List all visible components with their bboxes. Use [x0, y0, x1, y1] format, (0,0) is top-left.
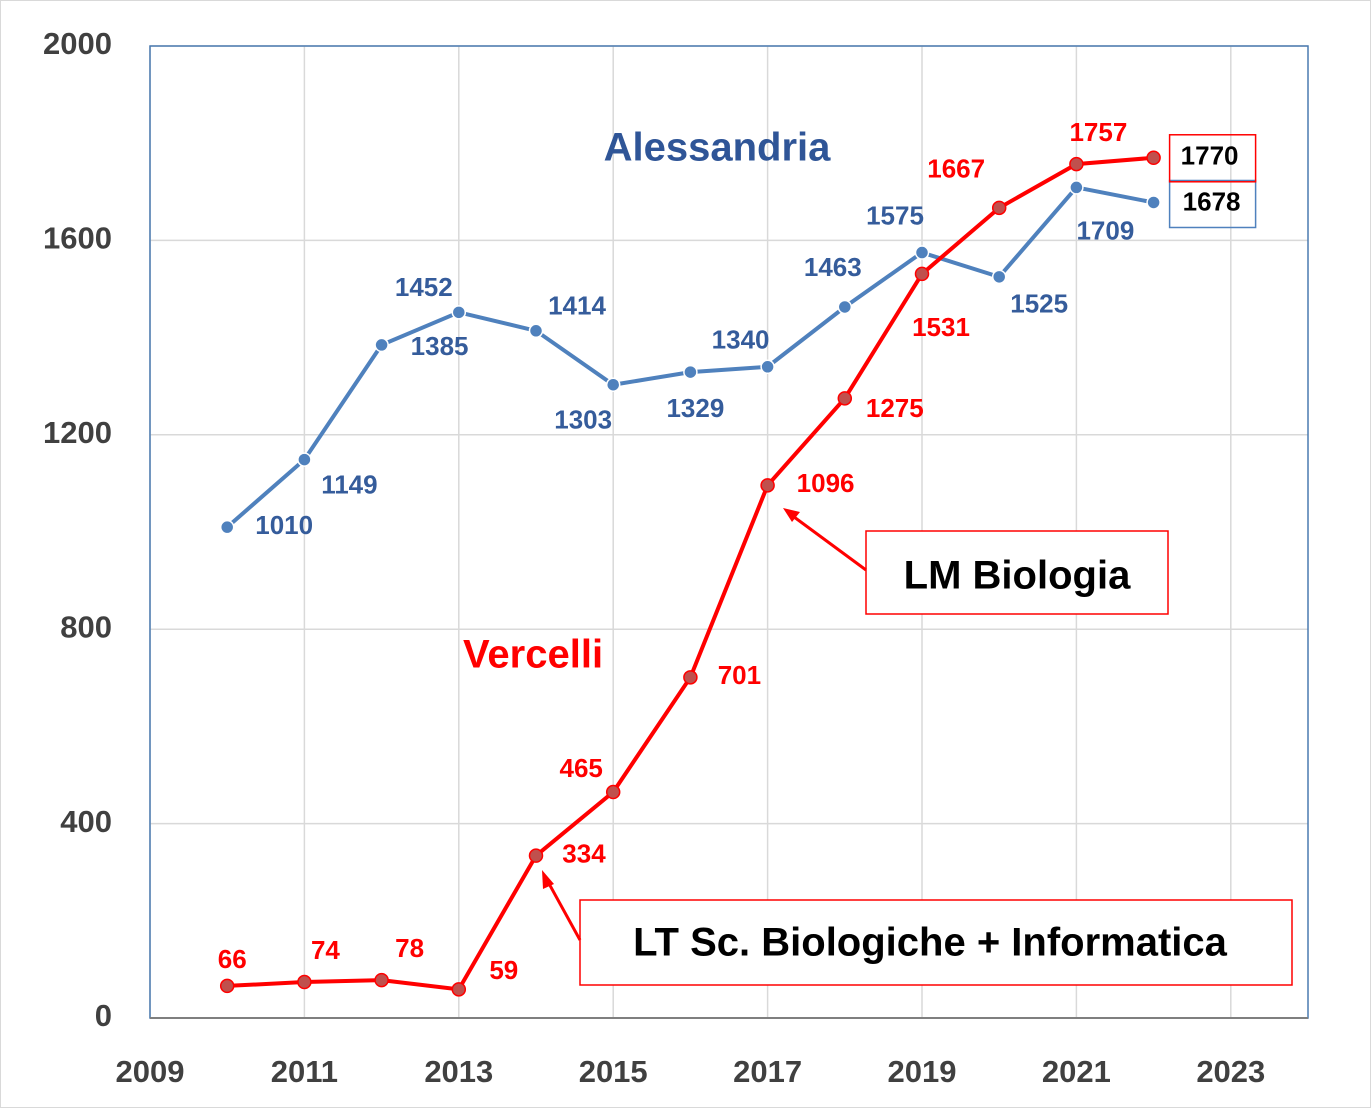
x-tick-label: 2017 — [733, 1054, 802, 1089]
point — [683, 670, 698, 685]
point — [605, 377, 621, 392]
point — [991, 269, 1007, 285]
data-label: 1414 — [548, 291, 606, 321]
point — [451, 982, 467, 997]
data-label: 334 — [562, 839, 606, 869]
x-tick-label: 2011 — [271, 1054, 338, 1089]
data-label: 1678 — [1183, 186, 1241, 216]
point — [374, 972, 389, 988]
y-tick-label: 1600 — [43, 221, 112, 256]
data-label: 1010 — [255, 510, 313, 540]
x-tick-label: 2013 — [424, 1054, 493, 1089]
data-label: 1770 — [1181, 141, 1239, 171]
point — [297, 452, 312, 467]
data-label: 1667 — [927, 154, 985, 184]
arrow-head — [542, 870, 554, 889]
point — [1069, 180, 1084, 195]
annotation-box — [579, 899, 1293, 986]
data-label: 1531 — [912, 312, 970, 342]
data-label: 1096 — [797, 468, 855, 498]
data-label: 78 — [395, 933, 424, 963]
point — [837, 299, 853, 315]
y-tick-label: 400 — [60, 804, 112, 839]
x-tick-label: 2021 — [1042, 1054, 1111, 1089]
data-label: 74 — [311, 935, 340, 965]
annotation: LM Biologia — [904, 554, 1131, 598]
annotation: LT Sc. Biologiche + Informatica — [633, 921, 1228, 965]
point — [1069, 156, 1084, 172]
arrow-head — [783, 508, 800, 522]
x-tick-label: 2019 — [888, 1054, 957, 1089]
point — [528, 848, 544, 863]
data-label: 1275 — [866, 393, 924, 423]
point — [914, 266, 930, 282]
point — [760, 359, 775, 375]
series-name: Alessandria — [604, 126, 832, 170]
point — [605, 784, 621, 800]
point — [451, 305, 467, 320]
data-label: 1149 — [321, 469, 377, 499]
data-label: 1329 — [666, 393, 724, 423]
x-tick-label: 2015 — [579, 1054, 648, 1089]
point — [914, 245, 930, 260]
x-tick-label: 2009 — [116, 1054, 185, 1089]
data-label: 465 — [560, 753, 603, 783]
y-tick-label: 2000 — [43, 26, 112, 61]
data-label: 1385 — [411, 331, 469, 361]
point — [1146, 195, 1161, 210]
annotation-box — [865, 530, 1169, 615]
y-tick-label: 0 — [95, 998, 112, 1033]
point — [837, 391, 853, 406]
point — [374, 337, 389, 353]
arrow — [789, 512, 867, 572]
series-name: Vercelli — [463, 633, 603, 677]
data-label: 59 — [489, 955, 518, 985]
point — [683, 364, 698, 380]
arrow — [545, 879, 582, 941]
data-label: 1575 — [866, 200, 924, 230]
point — [1146, 150, 1161, 166]
data-label: 1463 — [804, 252, 862, 282]
data-label: 1757 — [1069, 117, 1127, 147]
data-label: 1525 — [1010, 289, 1068, 319]
data-label: 66 — [218, 944, 247, 974]
point — [297, 974, 312, 990]
point — [991, 200, 1007, 216]
data-label: 1452 — [395, 272, 453, 302]
point — [528, 323, 544, 339]
point — [219, 519, 235, 535]
y-tick-label: 1200 — [43, 415, 112, 450]
y-tick-label: 800 — [60, 609, 112, 644]
point — [219, 978, 235, 994]
data-label: 1303 — [554, 405, 612, 435]
x-tick-label: 2023 — [1196, 1054, 1265, 1089]
label-box — [1168, 179, 1257, 229]
data-label: 701 — [718, 660, 761, 690]
label-box — [1168, 134, 1257, 183]
point — [760, 478, 775, 493]
data-label: 1340 — [712, 325, 770, 355]
data-label: 1709 — [1076, 215, 1134, 245]
